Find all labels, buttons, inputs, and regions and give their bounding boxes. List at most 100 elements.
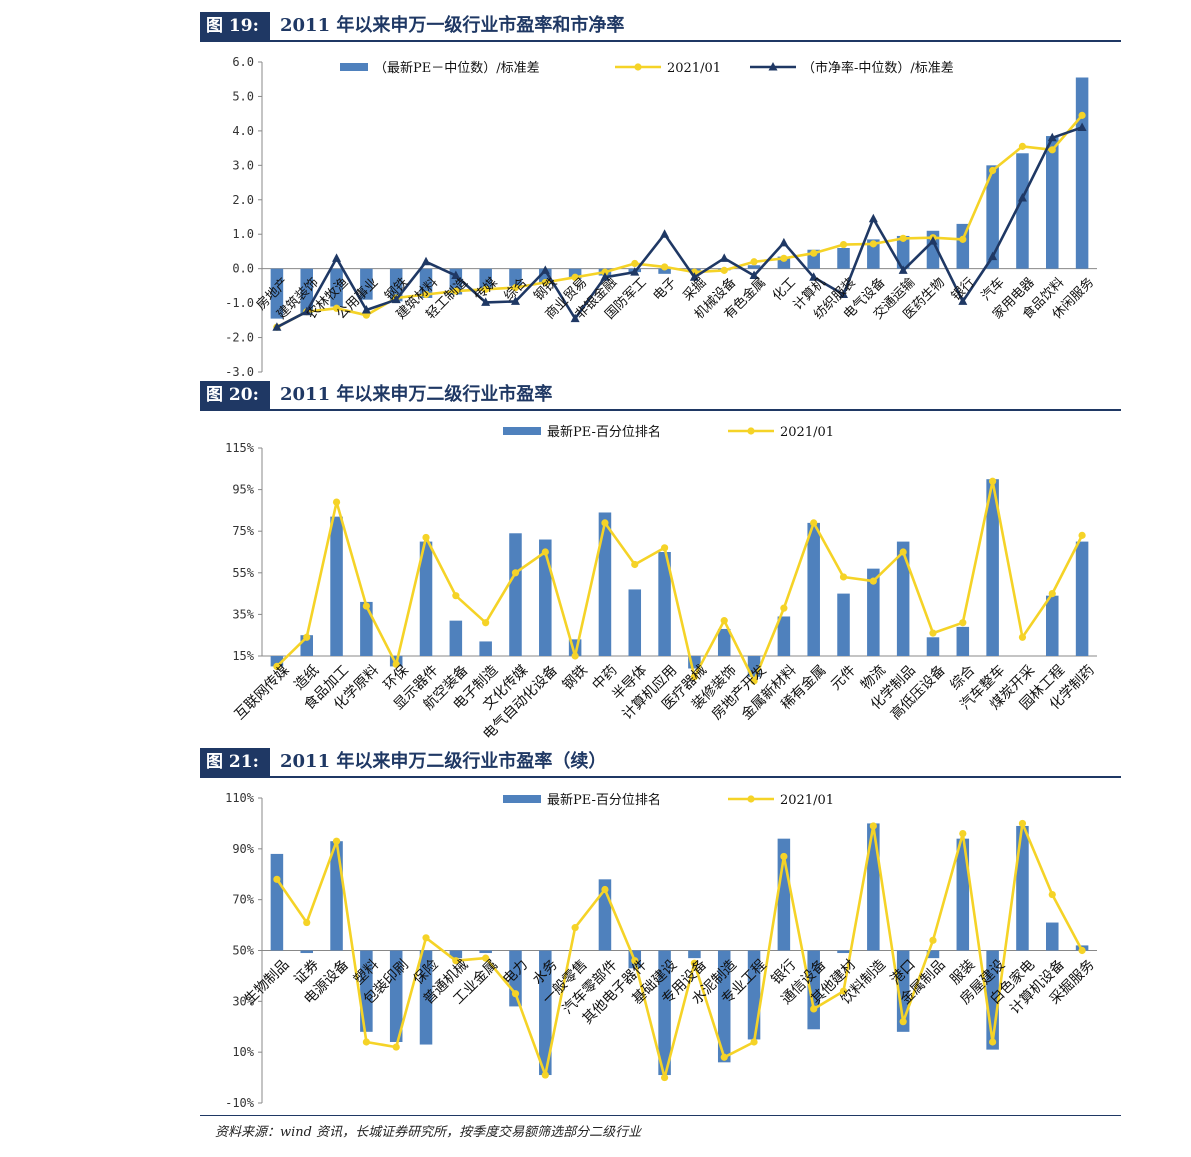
- bar: [986, 165, 999, 269]
- series-point: [749, 270, 759, 280]
- series-point: [780, 852, 788, 861]
- series-point: [482, 954, 490, 962]
- bar: [330, 268, 343, 307]
- series-point: [989, 477, 997, 485]
- category-label: 钢铁: [560, 662, 591, 693]
- series-point: [750, 258, 758, 266]
- series-point: [690, 673, 699, 681]
- series-point: [1078, 111, 1086, 119]
- legend: （最新PE－中位数）/标准差 2021/01 （市净率-中位数）/标准差: [340, 60, 954, 76]
- category-label: 电子: [651, 275, 680, 304]
- bar: [658, 552, 671, 656]
- figure-tag: 图 20:: [200, 381, 270, 409]
- bar: [628, 589, 642, 656]
- series-point: [631, 957, 639, 965]
- bar: [956, 838, 970, 951]
- chart-pe-level2: 15%35%55%75%95%115%互联网传媒造纸食品加工化学原料环保显示器件…: [225, 424, 1098, 743]
- legend-marker: [747, 427, 755, 435]
- y-tick-label: 3.0: [232, 158, 254, 172]
- bar: [300, 950, 313, 954]
- series-point: [571, 273, 579, 281]
- bar: [539, 950, 552, 1076]
- y-tick-label: 110%: [225, 791, 255, 805]
- series-point: [660, 1073, 669, 1082]
- series-point: [601, 519, 609, 527]
- y-tick-label: 0.0: [232, 262, 254, 276]
- legend-swatch: [503, 795, 541, 803]
- series-point: [482, 619, 490, 627]
- bar: [896, 235, 910, 269]
- series-point: [898, 265, 908, 274]
- bar: [389, 950, 403, 1042]
- series-point: [332, 304, 341, 312]
- series-point: [780, 604, 788, 612]
- bar: [658, 268, 671, 274]
- bar: [479, 950, 492, 954]
- source-note: 资料来源：wind 资讯，长城证券研究所，按季度交易额筛选部分二级行业: [215, 1125, 642, 1140]
- y-tick-label: 55%: [232, 566, 254, 580]
- category-label: 传媒: [472, 275, 501, 304]
- y-tick-label: 15%: [232, 649, 254, 663]
- series-point: [571, 924, 579, 932]
- figure-title: 2011 年以来申万二级行业市盈率: [280, 384, 553, 405]
- series-point: [779, 237, 789, 247]
- figure-header-21: 图 21: 2011 年以来申万二级行业市盈率（续）: [200, 748, 1121, 778]
- bar: [867, 239, 880, 269]
- bar: [270, 268, 284, 319]
- series-point: [1018, 633, 1027, 641]
- series-point: [869, 822, 877, 830]
- bar: [360, 601, 373, 656]
- series-point: [1018, 142, 1027, 150]
- y-tick-label: 10%: [232, 1045, 254, 1059]
- series-point: [959, 829, 967, 838]
- bar: [300, 268, 313, 314]
- series-point: [601, 268, 609, 276]
- y-tick-label: 6.0: [232, 55, 254, 69]
- bar: [1016, 825, 1029, 951]
- series-point: [600, 272, 610, 281]
- bar: [389, 268, 403, 302]
- series-point: [541, 1071, 549, 1079]
- bar: [1046, 922, 1059, 951]
- bar: [360, 268, 373, 300]
- series-point: [720, 266, 728, 274]
- series-point: [391, 294, 401, 304]
- series-point: [422, 290, 430, 299]
- series-point: [601, 885, 609, 894]
- y-tick-label: 75%: [232, 524, 254, 538]
- series-point: [1047, 132, 1057, 142]
- category-label: 元件: [828, 662, 859, 693]
- y-tick-label: -3.0: [225, 365, 254, 377]
- bar: [419, 268, 433, 298]
- series-point: [422, 934, 430, 942]
- series-point: [1078, 531, 1086, 539]
- y-tick-label: 50%: [232, 944, 254, 958]
- bar: [330, 516, 343, 656]
- figure-header-20: 图 20: 2011 年以来申万二级行业市盈率: [200, 381, 1121, 411]
- bar: [926, 637, 940, 656]
- bar: [658, 950, 671, 1076]
- series-line: [276, 126, 1083, 329]
- series-point: [809, 272, 819, 281]
- series-point: [362, 602, 370, 610]
- bar: [270, 853, 284, 951]
- figure-header-19: 图 19: 2011 年以来申万一级行业市盈率和市净率: [200, 12, 1121, 42]
- bar: [479, 268, 492, 290]
- bar: [717, 950, 731, 1063]
- bar: [926, 950, 940, 959]
- bar: [509, 533, 522, 656]
- series-point: [361, 305, 371, 314]
- bar: [270, 656, 284, 667]
- bar: [1046, 595, 1059, 656]
- series-point: [332, 837, 341, 845]
- legend: 最新PE-百分位排名 2021/01: [503, 424, 834, 440]
- series-point: [988, 251, 998, 261]
- series-point: [511, 569, 520, 577]
- series-point: [452, 287, 460, 295]
- series-point: [958, 296, 968, 305]
- bar: [330, 841, 343, 951]
- legend-label: 2021/01: [667, 61, 721, 76]
- series-point: [899, 548, 907, 556]
- legend-label: （最新PE－中位数）/标准差: [374, 60, 540, 76]
- series-point: [1077, 122, 1087, 131]
